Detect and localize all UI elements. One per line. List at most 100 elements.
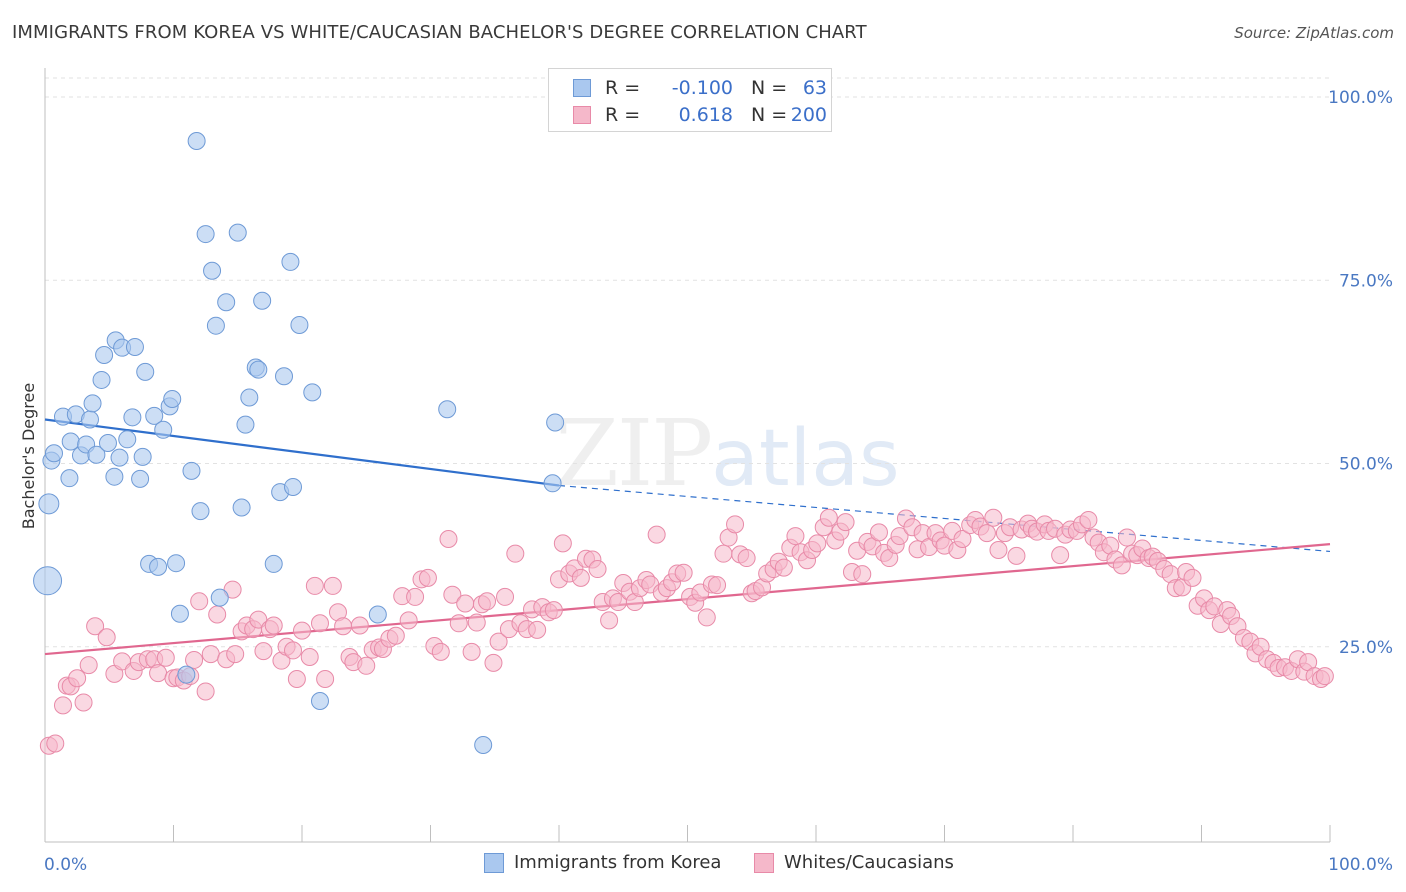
point-immigrants-from-korea — [177, 665, 196, 684]
point-immigrants-from-korea — [275, 367, 294, 386]
point-immigrants-from-korea — [249, 360, 268, 379]
point-whites-caucasians — [1079, 510, 1098, 529]
point-immigrants-from-korea — [80, 410, 99, 429]
point-immigrants-from-korea — [253, 291, 272, 310]
point-whites-caucasians — [201, 645, 220, 664]
point-whites-caucasians — [399, 611, 418, 630]
source-credit: Source: ZipAtlas.com — [1234, 24, 1394, 42]
point-immigrants-from-korea — [284, 477, 303, 496]
point-whites-caucasians — [697, 608, 716, 627]
watermark-zip: ZIP — [555, 400, 713, 507]
point-whites-caucasians — [774, 558, 793, 577]
point-immigrants-from-korea — [210, 588, 229, 607]
point-whites-caucasians — [544, 601, 563, 620]
point-immigrants-from-korea — [182, 461, 201, 480]
point-whites-caucasians — [46, 734, 65, 753]
point-whites-caucasians — [196, 682, 215, 701]
point-immigrants-from-korea — [368, 605, 387, 624]
point-immigrants-from-korea — [110, 448, 129, 467]
point-immigrants-from-korea — [118, 430, 137, 449]
point-immigrants-from-korea — [232, 498, 251, 517]
point-whites-caucasians — [726, 515, 745, 534]
point-whites-caucasians — [316, 670, 335, 689]
y-tick-label: 100.0% — [1328, 88, 1393, 108]
point-whites-caucasians — [467, 613, 486, 632]
point-whites-caucasians — [1051, 546, 1070, 565]
point-whites-caucasians — [456, 594, 475, 613]
point-whites-caucasians — [506, 544, 525, 563]
series-legend: Immigrants from Korea Whites/Caucasians — [0, 852, 1406, 878]
point-whites-caucasians — [334, 617, 353, 636]
point-whites-caucasians — [264, 616, 283, 635]
point-immigrants-from-korea — [95, 346, 114, 365]
point-immigrants-from-korea — [203, 261, 222, 280]
point-whites-caucasians — [149, 664, 168, 683]
point-immigrants-from-korea — [61, 432, 80, 451]
point-whites-caucasians — [287, 670, 306, 689]
watermark-atlas: atlas — [711, 414, 900, 504]
point-whites-caucasians — [293, 621, 311, 640]
point-whites-caucasians — [449, 614, 468, 633]
series-immigrants-from-korea — [33, 131, 565, 754]
point-whites-caucasians — [431, 642, 450, 661]
point-whites-caucasians — [674, 563, 693, 582]
legend-n-value: 63 — [802, 77, 827, 99]
point-whites-caucasians — [79, 656, 98, 675]
point-immigrants-from-korea — [167, 554, 186, 573]
y-tick-label: 50.0% — [1339, 455, 1393, 475]
point-whites-caucasians — [786, 527, 805, 546]
point-immigrants-from-korea — [217, 293, 236, 312]
point-immigrants-from-korea — [38, 493, 60, 515]
legend-n-label: N = — [751, 104, 788, 126]
point-immigrants-from-korea — [131, 469, 150, 488]
point-immigrants-from-korea — [290, 315, 309, 334]
point-whites-caucasians — [953, 529, 972, 548]
point-immigrants-from-korea — [105, 467, 124, 486]
trend-lines — [44, 418, 1331, 656]
point-immigrants-from-korea — [264, 554, 283, 573]
point-whites-caucasians — [68, 669, 87, 688]
point-whites-caucasians — [1117, 528, 1136, 547]
point-whites-caucasians — [571, 568, 590, 587]
point-whites-caucasians — [478, 592, 497, 611]
legend-swatch-korea — [573, 79, 591, 97]
point-immigrants-from-korea — [83, 394, 102, 413]
point-immigrants-from-korea — [136, 362, 155, 381]
point-whites-caucasians — [1183, 568, 1202, 587]
point-whites-caucasians — [350, 616, 369, 635]
tick-labels: 25.0% 50.0% 75.0% 100.0% 0.0% 100.0% — [44, 88, 1393, 875]
watermark: ZIPatlas — [555, 400, 900, 507]
point-whites-caucasians — [869, 523, 888, 542]
point-whites-caucasians — [208, 605, 227, 624]
point-whites-caucasians — [496, 587, 515, 606]
point-whites-caucasians — [226, 645, 245, 664]
point-whites-caucasians — [808, 534, 827, 553]
point-immigrants-from-korea — [123, 408, 142, 427]
chart-title: IMMIGRANTS FROM KOREA VS WHITE/CAUCASIAN… — [12, 22, 867, 43]
point-whites-caucasians — [305, 576, 324, 595]
correlation-legend: R = -0.100 N = 63 R = 0.618 N = 200 — [548, 68, 832, 132]
point-whites-caucasians — [737, 549, 756, 568]
point-immigrants-from-korea — [310, 691, 329, 710]
point-whites-caucasians — [853, 565, 872, 584]
trend-line-korea-extrapolated — [558, 484, 1331, 553]
legend-label-korea: Immigrants from Korea — [514, 852, 722, 873]
point-whites-caucasians — [588, 560, 607, 579]
point-whites-caucasians — [418, 568, 437, 587]
point-whites-caucasians — [310, 614, 329, 633]
point-immigrants-from-korea — [303, 383, 322, 402]
point-whites-caucasians — [185, 650, 204, 669]
point-whites-caucasians — [836, 513, 855, 532]
legend-r-label: R = — [605, 104, 641, 126]
point-whites-caucasians — [528, 620, 547, 639]
point-immigrants-from-korea — [438, 400, 457, 419]
point-whites-caucasians — [1007, 546, 1026, 565]
point-whites-caucasians — [254, 642, 273, 661]
point-whites-caucasians — [819, 508, 838, 527]
series-whites-caucasians — [39, 508, 1334, 755]
point-immigrants-from-korea — [240, 388, 259, 407]
point-whites-caucasians — [323, 576, 342, 595]
point-immigrants-from-korea — [474, 735, 493, 754]
y-tick-label: 25.0% — [1339, 638, 1393, 658]
